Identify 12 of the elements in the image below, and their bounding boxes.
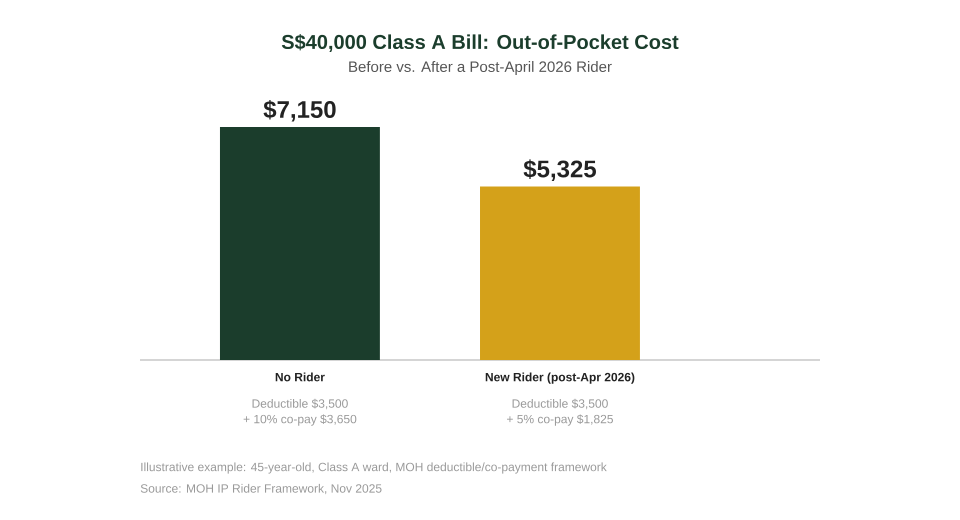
x-tick-label: No Rider bbox=[276, 372, 325, 382]
text: Deductible $3,500 bbox=[512, 398, 608, 410]
source-note: Source: MOH IP Rider Framework, Nov 2025 bbox=[140, 484, 382, 494]
chart-subtitle: Before vs. After a Post-April 2026 Rider bbox=[349, 61, 612, 75]
text: + 5% co-pay $1,825 bbox=[507, 414, 613, 426]
x-tick-label: New Rider (post-Apr 2026) bbox=[486, 372, 634, 384]
text: + 10% co-pay $3,650 bbox=[244, 414, 356, 426]
data-label: $5,325 bbox=[524, 159, 596, 181]
chart-title: S$40,000 Class A Bill: Out-of-Pocket Cost bbox=[282, 34, 678, 52]
text: Illustrative example: 45-year-old, Class A ward, MOH deductible/co-payment framework bbox=[141, 462, 607, 474]
text: Deductible $3,500 bbox=[252, 398, 348, 410]
data-label: $7,150 bbox=[264, 100, 336, 122]
